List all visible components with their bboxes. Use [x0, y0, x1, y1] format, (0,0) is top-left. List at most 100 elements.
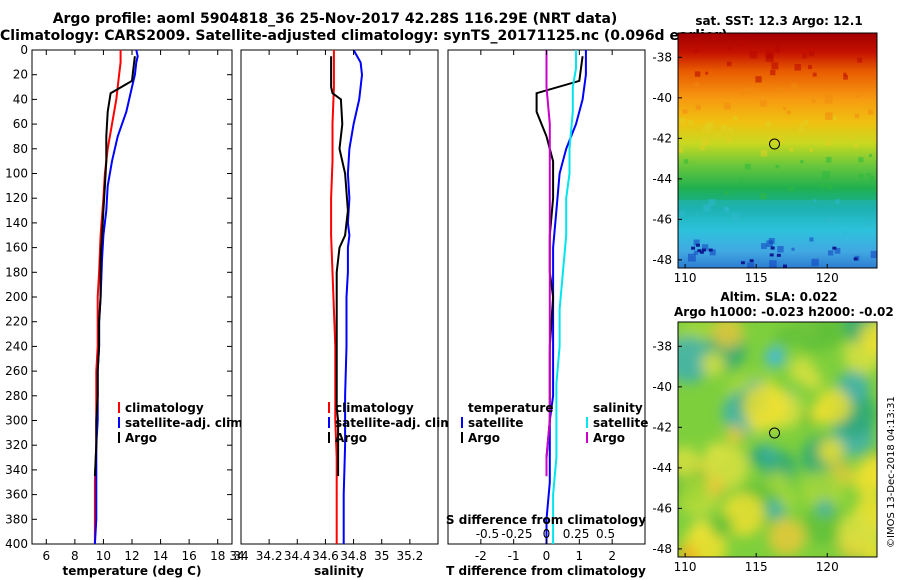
depth-tick-label: 200: [5, 290, 28, 304]
s-diff-tick-label: -0.5: [476, 527, 499, 541]
depth-tick-label: 360: [5, 488, 28, 502]
sst-latitude-axis: -38 -40 -42 -44 -46 -48: [652, 50, 682, 267]
temperature-panel: 0204060801001201401601802002202402602803…: [5, 43, 645, 578]
depth-tick-label: 240: [5, 339, 28, 353]
x-tick-label: 10: [96, 549, 111, 563]
x-tick-label: 34.6: [312, 549, 339, 563]
lon-tick-label: 115: [745, 271, 768, 285]
x-tick-label: 8: [71, 549, 79, 563]
series-line-temp-2: [93, 56, 136, 477]
x-tick-label: -1: [508, 549, 520, 563]
lat-tick-label: -42: [652, 420, 672, 434]
temperature-axis: 6 8 10 12 14 16 18: [42, 50, 225, 563]
depth-tick-label: 300: [5, 414, 28, 428]
depth-tick-label: 0: [20, 43, 28, 57]
legend-temperature-heading: temperature: [468, 401, 553, 415]
x-tick-label: -2: [475, 549, 487, 563]
lat-tick-label: -38: [652, 50, 672, 64]
depth-tick-label: 160: [5, 241, 28, 255]
x-tick-label: 34.2: [256, 549, 283, 563]
sla-map-frame: [677, 321, 878, 558]
legend-climatology: climatology: [125, 401, 204, 415]
difference-lines: [535, 50, 587, 544]
t-difference-axis: -2 -1 0 1 2: [475, 50, 616, 563]
lat-tick-label: -48: [652, 542, 672, 556]
sla-latitude-axis: -38 -40 -42 -44 -46 -48: [652, 339, 682, 556]
temperature-legend: climatology satellite-adj. clim. Argo: [118, 401, 247, 445]
s-diff-tick-label: 0.5: [596, 527, 615, 541]
salinity-axis: 34 34.2 34.4 34.6 34.8 35 35.2 34: [229, 50, 423, 563]
copyright-stamp: ©IMOS 13-Dec-2018 04:13:31: [886, 396, 897, 548]
depth-tick-label: 20: [13, 68, 28, 82]
depth-tick-label: 80: [13, 142, 28, 156]
lon-tick-label: 120: [816, 271, 839, 285]
lon-tick-label: 115: [745, 560, 768, 574]
x-tick-label: 1: [576, 549, 584, 563]
plot-title-line1: Argo profile: aoml 5904818_36 25-Nov-201…: [52, 11, 618, 27]
legend-argo: Argo: [125, 431, 157, 445]
legend-satellite: satellite-adj. clim.: [335, 416, 457, 430]
depth-tick-label: 120: [5, 191, 28, 205]
depth-tick-label: 140: [5, 216, 28, 230]
x-tick-label: 16: [182, 549, 197, 563]
lat-tick-label: -48: [652, 253, 672, 267]
series-line-diff-0: [545, 50, 587, 544]
argo-location-marker: [769, 138, 781, 150]
s-diff-tick-label: -0.25: [501, 527, 532, 541]
salinity-panel: 34 34.2 34.4 34.6 34.8 35 35.2 34 salinity clim…: [229, 49, 457, 578]
salinity-axis-label: salinity: [314, 564, 364, 578]
legend-argo: Argo: [335, 431, 367, 445]
lat-tick-label: -46: [652, 212, 672, 226]
lat-tick-label: -40: [652, 91, 672, 105]
depth-tick-label: 60: [13, 117, 28, 131]
lat-tick-label: -46: [652, 501, 672, 515]
difference-panel: -2 -1 0 1 2 -0.5 -0.25 0 0.25 0.5 S difference f…: [446, 49, 648, 578]
t-difference-axis-label: T difference from climatology: [446, 564, 646, 578]
series-line-sal-0: [330, 50, 338, 544]
temperature-plot-frame: [31, 49, 233, 545]
series-line-diff-3: [545, 50, 551, 477]
sla-map: -38 -40 -42 -44 -46 -48 110 115 120: [652, 321, 878, 574]
x-tick-label: 34: [233, 549, 248, 563]
sla-map-image: [678, 322, 877, 557]
sst-map: -38 -40 -42 -44 -46 -48 110 115 120: [652, 32, 878, 285]
depth-tick-label: 280: [5, 389, 28, 403]
salinity-plot-frame: [240, 49, 439, 545]
x-tick-label: 18: [210, 549, 225, 563]
lat-tick-label: -42: [652, 131, 672, 145]
sst-map-title: sat. SST: 12.3 Argo: 12.1: [695, 14, 863, 28]
legend-s-argo: Argo: [593, 431, 625, 445]
argo-location-marker: [769, 427, 781, 439]
depth-tick-label: 380: [5, 512, 28, 526]
salinity-lines: [330, 49, 364, 544]
legend-climatology: climatology: [335, 401, 414, 415]
temperature-lines: [93, 49, 139, 545]
depth-tick-label: 400: [5, 537, 28, 551]
depth-tick-label: 220: [5, 315, 28, 329]
series-line-diff-2: [552, 50, 577, 544]
depth-tick-label: 180: [5, 265, 28, 279]
s-difference-axis-label: S difference from climatology: [446, 513, 646, 527]
legend-s-satellite: satellite: [593, 416, 648, 430]
depth-tick-label: 320: [5, 438, 28, 452]
difference-legend: temperature satellite Argo salinity sate…: [461, 401, 648, 445]
legend-t-argo: Argo: [468, 431, 500, 445]
lat-tick-label: -40: [652, 380, 672, 394]
temperature-axis-label: temperature (deg C): [63, 564, 202, 578]
x-tick-label: 0: [543, 549, 551, 563]
x-tick-label: 34.8: [340, 549, 367, 563]
depth-tick-label: 40: [13, 92, 28, 106]
salinity-legend: climatology satellite-adj. clim. Argo: [328, 401, 457, 445]
plot-title-line2: Climatology: CARS2009. Satellite-adjuste…: [0, 28, 728, 44]
series-line-sal-2: [330, 56, 349, 477]
s-difference-axis: -0.5 -0.25 0 0.25 0.5: [476, 527, 615, 541]
sst-map-frame: [677, 32, 878, 269]
x-tick-label: 6: [42, 549, 50, 563]
sst-map-image: [678, 33, 877, 268]
x-tick-label: 12: [124, 549, 139, 563]
s-diff-tick-label: 0: [543, 527, 551, 541]
depth-tick-label: 340: [5, 463, 28, 477]
x-tick-label: 2: [608, 549, 616, 563]
lat-tick-label: -38: [652, 339, 672, 353]
